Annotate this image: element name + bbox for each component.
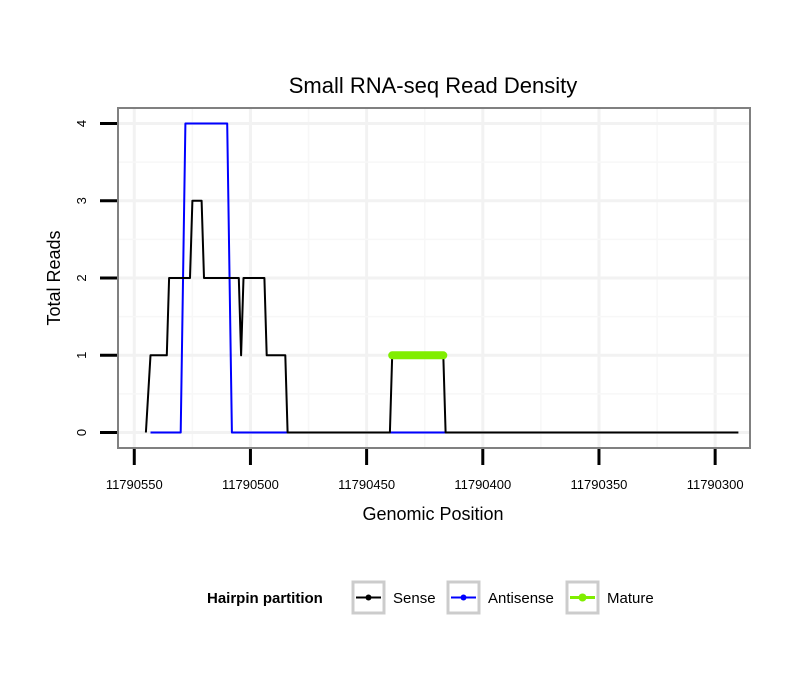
legend-label-antisense: Antisense	[488, 590, 554, 607]
legend-entry-mature: Mature	[565, 580, 654, 615]
legend-label-mature: Mature	[607, 590, 654, 607]
series-layer	[144, 122, 739, 434]
y-tick-label: 2	[74, 274, 89, 281]
legend-marker-sense	[365, 594, 372, 601]
y-axis-title: Total Reads	[44, 230, 64, 325]
x-tick-label: 11790300	[687, 477, 744, 492]
legend-label-sense: Sense	[393, 590, 436, 607]
legend-marker-antisense	[460, 594, 467, 601]
legend-entry-sense: Sense	[351, 580, 436, 615]
x-tick-label: 11790400	[454, 477, 511, 492]
series-line-sense	[144, 199, 739, 434]
x-tick-label: 11790550	[106, 477, 163, 492]
x-axis: 11790550 11790500 11790450 11790400 11790350…	[106, 449, 744, 492]
legend-entry-antisense: Antisense	[446, 580, 554, 615]
chart-title: Small RNA-seq Read Density	[289, 73, 578, 98]
legend-marker-mature	[578, 593, 587, 602]
grid-lines	[119, 109, 749, 447]
x-axis-title: Genomic Position	[362, 504, 503, 524]
y-tick-label: 1	[74, 352, 89, 359]
y-tick-label: 0	[74, 429, 89, 436]
y-tick-label: 3	[74, 197, 89, 204]
x-tick-label: 11790450	[338, 477, 395, 492]
legend-title: Hairpin partition	[207, 590, 323, 607]
legend: Hairpin partition Sense Antisense Mature	[207, 580, 654, 615]
y-tick-label: 4	[74, 120, 89, 127]
y-axis: 0 1 2 3 4	[74, 120, 117, 436]
x-tick-label: 11790350	[571, 477, 628, 492]
x-tick-label: 11790500	[222, 477, 279, 492]
